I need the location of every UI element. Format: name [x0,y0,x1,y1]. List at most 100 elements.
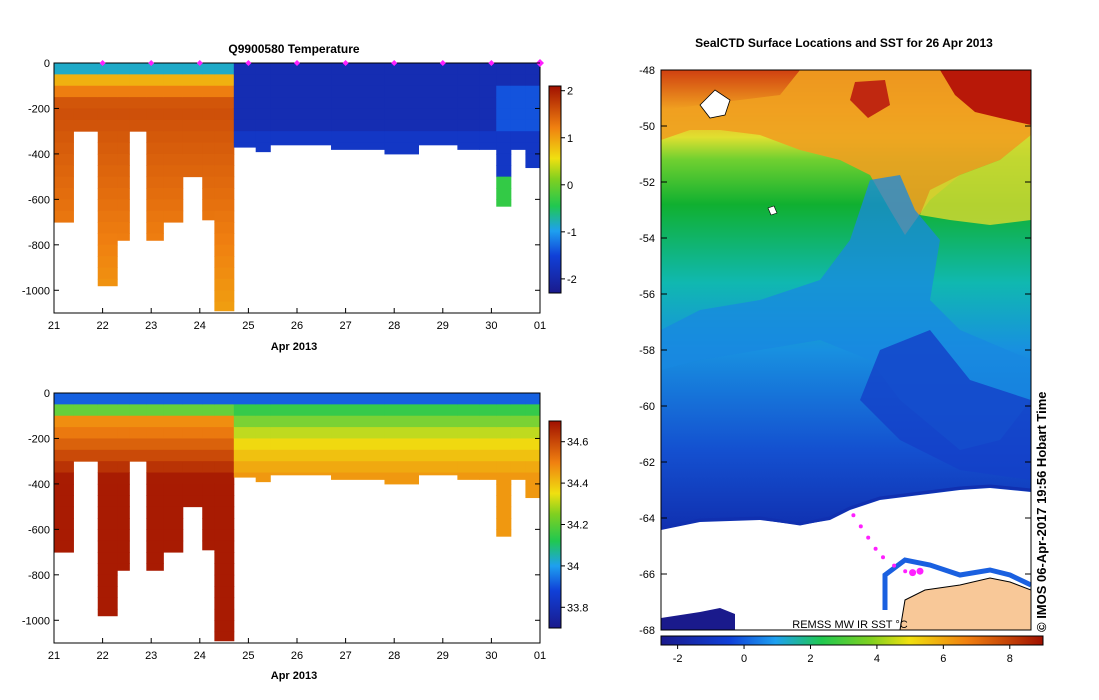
temperature-cell [214,85,235,98]
salinity-cell [146,427,164,439]
track-point [873,546,878,551]
colorbar-tick-label: -2 [673,653,683,665]
salinity-cell [54,461,74,474]
temperature-cell [214,74,235,87]
salinity-cell [255,427,271,439]
salinity-cell [331,404,385,417]
temperature-cell [214,199,235,212]
temperature-cell [163,119,184,132]
temperature-cell [479,97,497,109]
salinity-cell [525,449,540,462]
salinity-cell [202,438,215,451]
salinity-cell [146,404,164,417]
salinity-cell [214,415,235,428]
salinity-cell [146,506,164,519]
salinity-cell [97,529,118,542]
salinity-cell [146,449,164,462]
salinity-cell [54,438,74,451]
salinity-cell [496,495,512,508]
salinity-cell [97,608,118,617]
temperature-cell [182,131,203,144]
salinity-cell [97,438,118,451]
temperature-cell [214,119,235,132]
salinity-cell [129,449,147,462]
temperature-cell [384,131,419,144]
salinity-cell [163,495,184,508]
temperature-cell [163,131,184,144]
salinity-cell [525,393,540,405]
salinity-cell [202,529,215,542]
x-tick-label: 21 [48,650,60,662]
temperature-cell [479,63,497,75]
salinity-cell [97,472,118,485]
temperature-cell [97,85,118,98]
salinity-cell [496,483,512,496]
sst-hot-region [940,70,1031,125]
salinity-cell [418,461,458,474]
sst-field [661,70,1031,630]
temperature-cell [163,210,184,223]
temperature-title: Q9900580 Temperature [228,42,360,56]
temperature-cell [54,188,74,200]
salinity-cell [331,472,385,480]
salinity-cell [202,404,215,417]
salinity-cell [54,529,74,542]
sst-hot-eddy [850,80,890,118]
salinity-cell [73,427,99,439]
salinity-cell [496,449,512,462]
colorbar-tick-label: 8 [1007,653,1013,665]
temperature-cell [117,63,130,75]
salinity-cell [233,449,257,462]
seal-track [851,513,924,577]
surface-marker [196,60,203,66]
y-tick-label: -800 [28,570,50,582]
salinity-cell [202,427,215,439]
salinity-cell [457,449,480,462]
colorbar-tick-label: 34.4 [567,478,588,490]
temperature-cell [97,63,118,75]
temperature-cell [510,97,526,109]
temperature-cell [117,233,130,241]
salinity-cell [479,472,497,480]
temperature-cell [418,85,458,98]
salinity-cell [129,404,147,417]
salinity-cell [214,472,235,485]
x-tick-label: 27 [339,320,351,332]
temperature-cell [418,119,458,132]
temperature-cell [117,142,130,155]
salinity-heatmap [54,393,540,642]
salinity-cell [182,495,203,508]
temperature-cell [202,74,215,87]
salinity-cell [214,449,235,462]
salinity-y-axis: 0 -200 -400 -600 -800 -1000 [22,388,540,627]
temperature-cell [510,74,526,87]
salinity-cell [384,427,419,439]
salinity-cell [182,449,203,462]
x-tick-label: 30 [485,320,497,332]
salinity-cell [384,472,419,485]
temperature-cell [525,108,540,121]
x-tick-label: 29 [437,650,449,662]
salinity-cell [146,552,164,564]
temperature-cell [384,108,419,121]
temperature-cell [146,176,164,189]
temperature-cell [496,153,512,166]
salinity-cell [255,393,271,405]
map-colorbar [660,635,1044,646]
temperature-cell [233,97,257,109]
salinity-cell [214,495,235,508]
temperature-cell [146,222,164,234]
lat-tick-label: -58 [639,345,655,357]
salinity-cell [182,472,203,485]
temperature-cell [525,165,540,169]
temperature-cell [233,74,257,87]
salinity-cell [457,472,480,480]
temperature-cell [117,222,130,234]
salinity-cell [182,438,203,451]
temperature-cell [270,74,332,87]
x-tick-label: 21 [48,320,60,332]
salinity-cell [479,449,497,462]
map-title: SealCTD Surface Locations and SST for 26… [695,36,993,50]
salinity-cell [163,540,184,553]
sst-yellow-band [920,135,1031,225]
